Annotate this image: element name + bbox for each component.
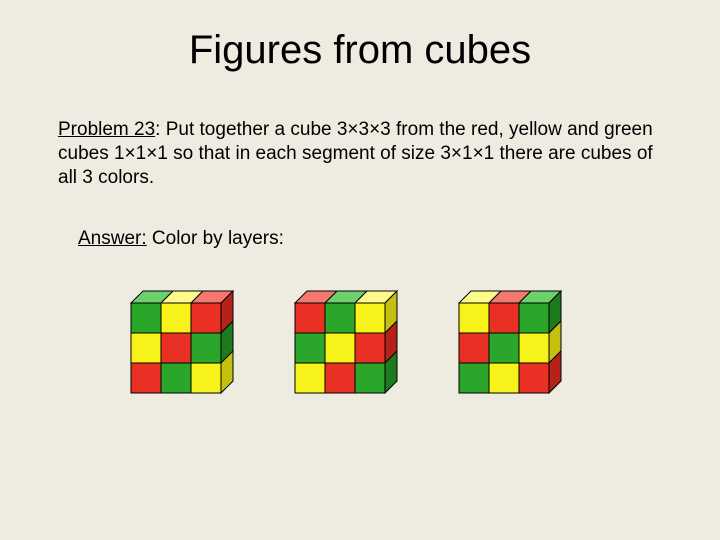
cube-layer-2 bbox=[294, 290, 398, 394]
answer-text: Color by layers: bbox=[147, 228, 284, 249]
cube-layer-1 bbox=[130, 290, 234, 394]
page-title: Figures from cubes bbox=[0, 28, 720, 73]
answer-label: Answer: bbox=[78, 228, 147, 249]
problem-statement: Problem 23: Put together a cube 3×3×3 fr… bbox=[58, 118, 658, 189]
problem-label: Problem 23 bbox=[58, 119, 155, 140]
answer-line: Answer: Color by layers: bbox=[78, 228, 284, 250]
cube-layers-row bbox=[130, 290, 562, 394]
cube-layer-3 bbox=[458, 290, 562, 394]
